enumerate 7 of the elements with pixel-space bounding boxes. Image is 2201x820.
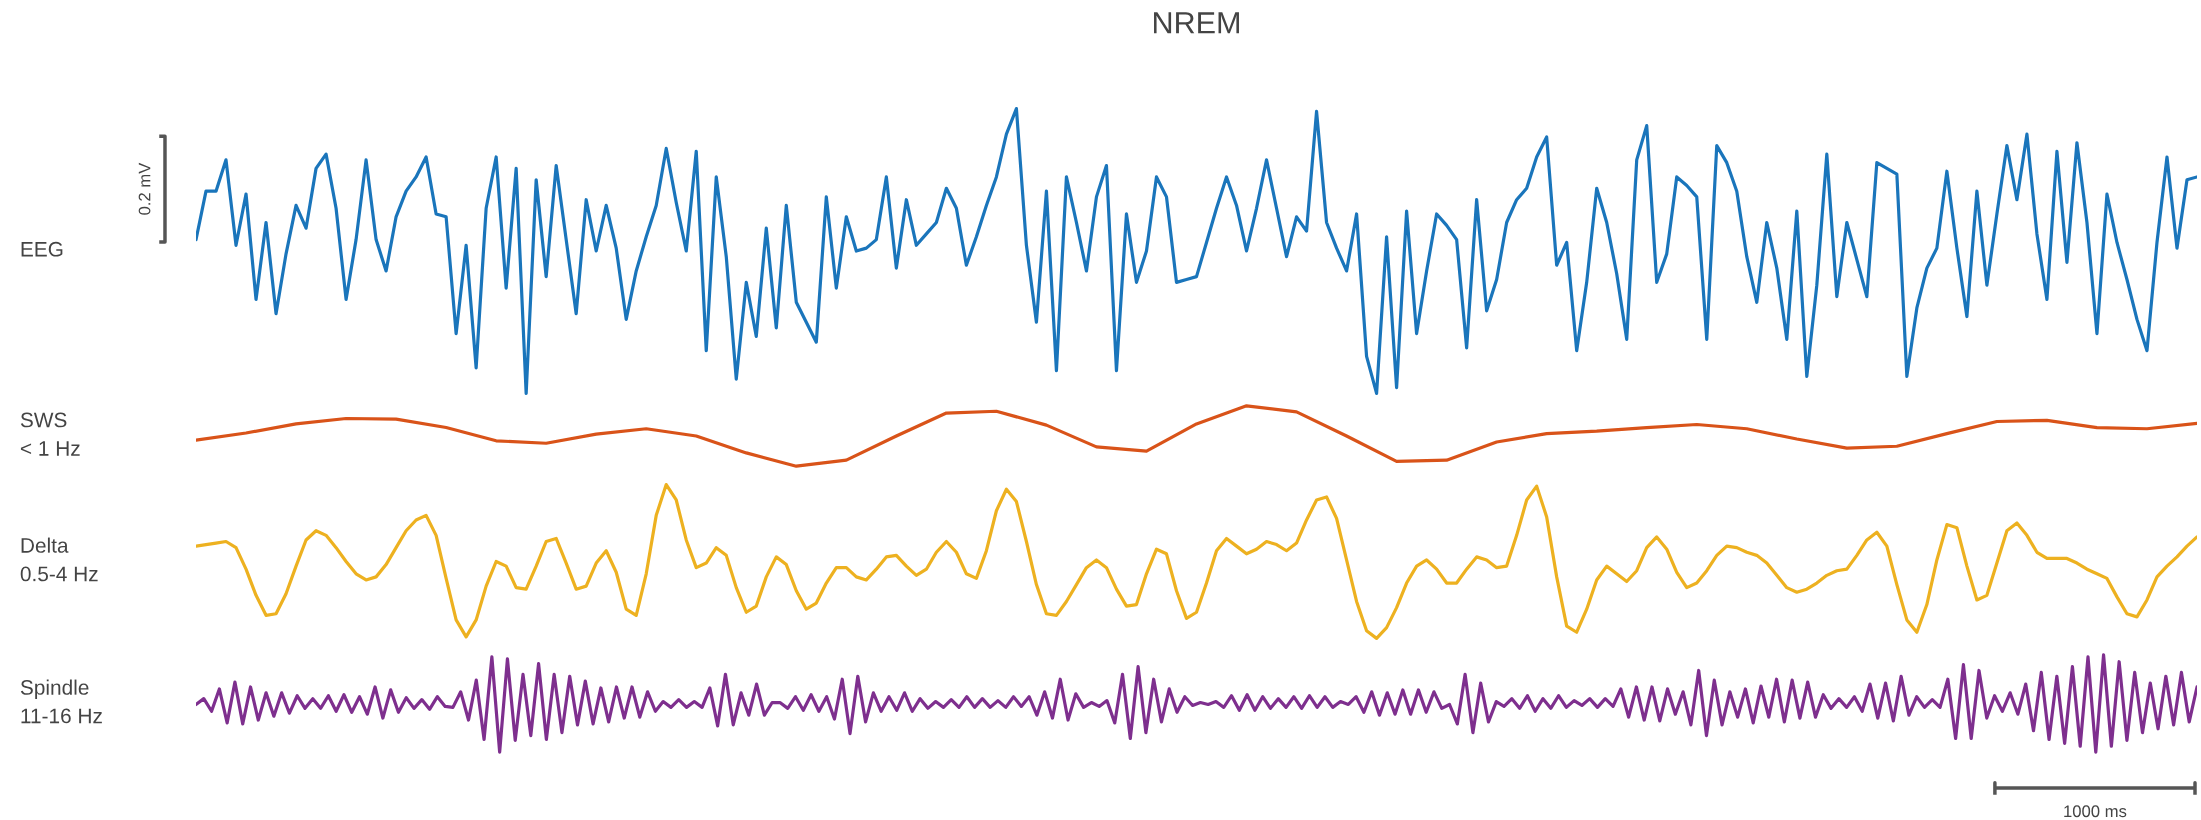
y-axis-title: SWS < 1 Hz (20, 412, 80, 456)
chart-title: NREM (1154, 12, 1239, 34)
y-axis-title: EEG (21, 241, 63, 257)
text: 0.2 mV (138, 162, 151, 215)
text: 1000 ms (2064, 805, 2127, 818)
y-axis-title: Spindle 11-16 Hz (20, 679, 102, 724)
y-axis-title: Delta 0.5-4 Hz (20, 537, 98, 582)
